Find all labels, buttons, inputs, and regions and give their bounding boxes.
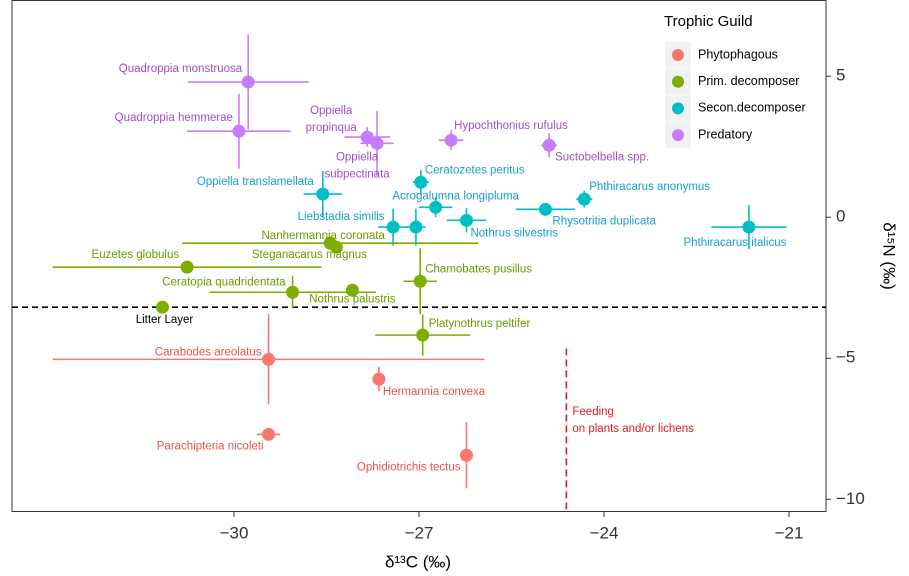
reference-label: Litter Layer (136, 314, 194, 326)
legend-marker (672, 49, 684, 61)
point-label: Liebstadia similis (298, 211, 385, 223)
point-label: Oppiella propinqua (306, 105, 358, 134)
point-label: Suctobelbella spp. (555, 151, 649, 163)
label-line: Oppiella (310, 105, 353, 117)
point (414, 175, 428, 189)
point-label: Oppiella translamellata (197, 176, 315, 188)
point (262, 427, 276, 441)
y-tick-label: 0 (836, 207, 845, 226)
point-label: Phthiracarus anonymus (589, 181, 710, 193)
point-label: Acrogalumna longipluma (392, 190, 519, 202)
point (538, 202, 552, 216)
x-tick-label: −30 (220, 523, 249, 542)
point-label: Nothrus palustris (309, 293, 396, 305)
point-label: Quadroppia monstruosa (119, 63, 243, 75)
point-label: Nothrus silvestris (470, 227, 558, 239)
legend-marker (672, 102, 684, 115)
point-label: Rhysotritia duplicata (552, 215, 656, 227)
point (232, 124, 246, 138)
point (742, 220, 756, 234)
legend-label: Prim. decomposer (698, 74, 799, 88)
point-label: Hermannia convexa (383, 386, 486, 398)
point (345, 283, 359, 297)
point-label: Nanhermannia coronata (262, 230, 386, 242)
point (429, 200, 443, 214)
point (329, 240, 343, 254)
point-label: Quadroppia hemmerae (115, 112, 233, 124)
point-label: Carabodes areolatus (155, 346, 262, 358)
reference-point (155, 300, 169, 314)
point-label: Ceratopia quadridentata (162, 276, 286, 288)
legend-label: Secon.decomposer (698, 101, 806, 115)
point (542, 138, 556, 152)
legend-marker (672, 75, 684, 88)
x-tick-label: −27 (405, 523, 434, 542)
y-axis-title: δ¹⁵N (‰) (880, 222, 899, 290)
point (316, 187, 330, 201)
x-axis-title: δ¹³C (‰) (385, 552, 451, 571)
legend-title: Trophic Guild (664, 13, 753, 30)
label-line: Feeding (572, 406, 614, 418)
point (262, 352, 276, 366)
point (413, 274, 427, 288)
legend-marker (672, 129, 684, 142)
y-tick-label: 5 (836, 66, 845, 85)
point-label: Platynothrus peltifer (429, 318, 531, 330)
y-tick-label: −10 (836, 489, 865, 508)
label-line: subpectinata (324, 168, 390, 180)
annotation-text: Feeding on plants and/or lichens (572, 406, 694, 435)
point (459, 213, 473, 227)
point (360, 130, 374, 144)
point (286, 285, 300, 299)
legend-label: Phytophagous (698, 47, 778, 61)
y-tick-label: −5 (836, 348, 855, 367)
point (372, 372, 386, 386)
point (180, 260, 194, 274)
point (459, 448, 473, 462)
point (577, 192, 591, 206)
point-label: Oppiella subpectinata (324, 151, 390, 180)
label-line: on plants and/or lichens (572, 423, 694, 435)
point (416, 328, 430, 342)
point-label: Parachipteria nicoleti (157, 440, 264, 452)
label-line: Oppiella (336, 151, 379, 163)
legend-label: Predatory (698, 127, 753, 141)
point-label: Steganacarus magnus (252, 249, 367, 261)
x-tick-label: −21 (775, 523, 804, 542)
point (409, 220, 423, 234)
label-line: propinqua (306, 122, 358, 134)
point (370, 136, 384, 150)
point-label: Hypochthonius rufulus (454, 120, 568, 132)
point (386, 220, 400, 234)
point-label: Ophidiotrichis tectus (357, 461, 461, 473)
point-label: Ceratozetes peritus (425, 164, 525, 176)
point-label: Phthiracarus italicus (683, 237, 786, 249)
point (241, 75, 255, 89)
point-label: Euzetes globulus (92, 249, 180, 261)
point (444, 133, 458, 147)
point-label: Chamobates pusillus (425, 263, 532, 275)
x-tick-label: −24 (590, 523, 619, 542)
